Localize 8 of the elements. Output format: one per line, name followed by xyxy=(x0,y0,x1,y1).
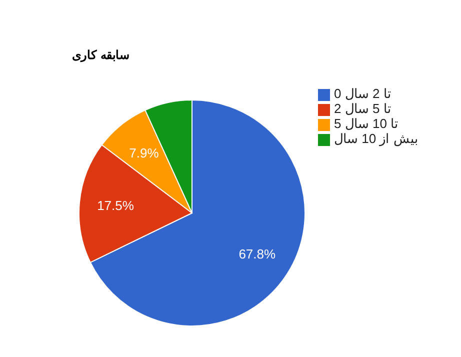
legend-label: 2 تا 5 سال xyxy=(334,101,392,116)
data-label: 67.8% xyxy=(238,246,276,262)
data-label: 7.9% xyxy=(129,146,160,161)
legend-label: بیش از 10 سال xyxy=(334,131,418,146)
legend-label: 0 تا 2 سال xyxy=(334,86,392,101)
legend-label: 5 تا 10 سال xyxy=(334,116,399,131)
data-label: 17.5% xyxy=(97,198,134,214)
chart-title: سابقه کاری xyxy=(72,48,130,62)
